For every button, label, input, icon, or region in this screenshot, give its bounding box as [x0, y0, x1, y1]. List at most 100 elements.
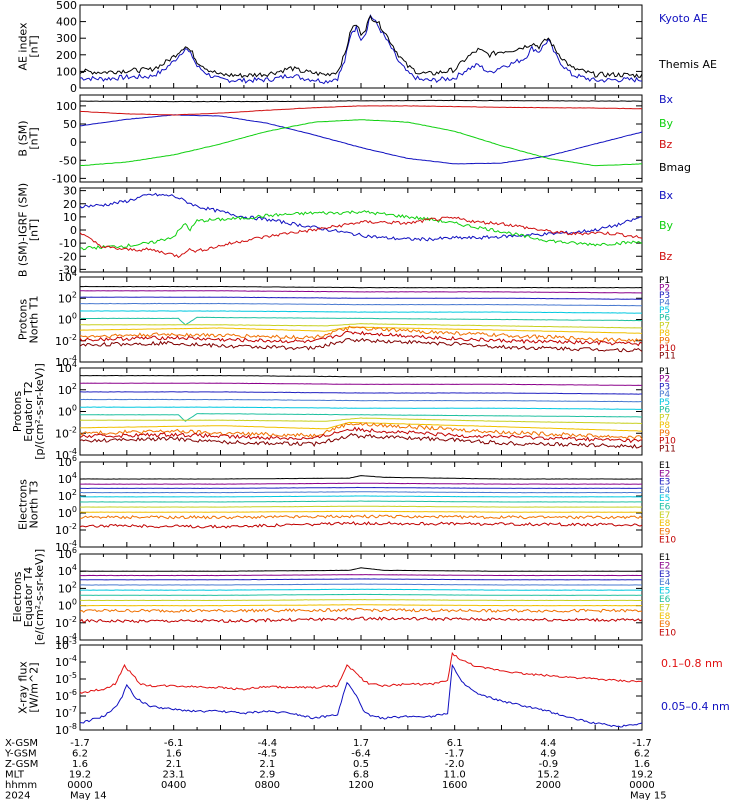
y-tick-label: -10: [59, 237, 77, 250]
series-line-p7: [79, 417, 643, 425]
y-tick-label: -20: [59, 250, 77, 263]
y-tick-label: 106: [58, 454, 77, 469]
series-line-p11: [79, 432, 643, 449]
legend-entry: E4: [659, 578, 671, 588]
legend-entry: P3: [659, 382, 670, 392]
series-line-bx: [79, 192, 643, 242]
series-line-e2: [80, 482, 642, 485]
y-axis-label: North T3: [28, 481, 41, 529]
y-tick-label: 104: [58, 360, 77, 375]
series-line-e5: [79, 588, 643, 591]
y-tick-label: 30: [63, 185, 77, 198]
legend-entry: E10: [659, 536, 676, 546]
ephemeris-value: 0000: [629, 780, 654, 791]
legend-entry: P8: [659, 329, 670, 339]
ephemeris-value: 4.4: [540, 738, 556, 749]
start-date-label: May 14: [70, 791, 107, 800]
panel-frame: [79, 461, 643, 548]
series-line-e4: [80, 491, 643, 494]
legend-entry: P6: [659, 314, 670, 324]
legend-entry: 0.05–0.4 nm: [661, 700, 730, 713]
ephemeris-value: 19.2: [69, 770, 91, 781]
panel-frame: [79, 644, 643, 731]
legend-entry: E7: [659, 511, 670, 521]
y-axis-label: Equator T4: [22, 567, 35, 627]
y-tick-label: 10-2: [55, 615, 77, 630]
legend-entry: Bx: [659, 189, 674, 202]
y-tick-label: 500: [56, 0, 77, 12]
y-tick-label: 300: [56, 32, 77, 45]
series-line-p3: [79, 296, 642, 300]
y-axis-label: [p/(cm²-s-sr-keV)]: [33, 363, 46, 460]
y-tick-label: -50: [59, 154, 77, 167]
y-tick-label: 10-4: [55, 447, 77, 462]
y-tick-label: 10: [63, 211, 77, 224]
legend-entry: E1: [659, 553, 670, 563]
series-line-p10: [79, 330, 643, 347]
legend-entry: E6: [659, 503, 671, 513]
series-line-p11: [79, 337, 643, 353]
series-line-e4: [79, 583, 642, 586]
legend-entry: Bz: [659, 138, 673, 151]
series-line-p10: [79, 426, 643, 444]
y-tick-label: 104: [58, 563, 77, 578]
series-line-p5: [79, 310, 642, 314]
y-tick-label: 100: [58, 598, 77, 613]
ephemeris-value: 1200: [348, 780, 373, 791]
legend-entry: E3: [659, 478, 670, 488]
series-line-bz: [79, 216, 643, 259]
legend-entry: P11: [659, 351, 676, 361]
series-line-p7: [79, 323, 643, 329]
series-line-by: [79, 119, 643, 167]
y-tick-label: 102: [58, 488, 77, 503]
y-axis-label: Electrons: [11, 571, 24, 622]
legend-entry: E6: [659, 595, 671, 605]
y-tick-label: 10-3: [55, 637, 77, 652]
legend-entry: 0.1–0.8 nm: [661, 657, 723, 670]
ephemeris-value: 1.6: [166, 749, 182, 760]
y-tick-label: 10-8: [55, 722, 77, 737]
y-tick-label: 104: [58, 269, 77, 284]
ephemeris-value: 6.1: [447, 738, 463, 749]
y-axis-label: [W/m^2]: [28, 662, 41, 712]
ephemeris-row-label: Z-GSM: [5, 759, 38, 770]
y-axis-label: X-ray flux: [17, 661, 30, 714]
series-line-e7: [80, 505, 643, 508]
ephemeris-value: -6.4: [351, 749, 371, 760]
series-line-kyoto-ae: [79, 14, 642, 85]
legend-entry: Kyoto AE: [659, 12, 708, 25]
series-line-0-1-0-8-nm: [79, 651, 643, 694]
series-line-e7: [80, 598, 643, 602]
legend-entry: E1: [659, 461, 670, 471]
ephemeris-value: -1.7: [445, 749, 465, 760]
ephemeris-value: 1600: [442, 780, 467, 791]
series-line-p8: [79, 421, 643, 432]
series-line-p6: [80, 316, 643, 326]
legend-entry: Themis AE: [658, 58, 717, 71]
legend-entry: P1: [659, 276, 670, 286]
legend-entry: P5: [659, 306, 670, 316]
legend-entry: P5: [659, 398, 670, 408]
ephemeris-value: 0800: [255, 780, 280, 791]
y-tick-label: 20: [63, 198, 77, 211]
ephemeris-value: -0.9: [539, 759, 559, 770]
y-tick-label: 10-2: [55, 333, 77, 348]
legend-entry: E7: [659, 603, 670, 613]
panel-frame: [79, 187, 643, 273]
series-line-p4: [79, 398, 642, 403]
series-line-p2: [80, 290, 643, 294]
ephemeris-value: -6.1: [164, 738, 184, 749]
ephemeris-value: 2.1: [166, 759, 182, 770]
ephemeris-value: 6.8: [353, 770, 369, 781]
y-tick-label: 50: [63, 118, 77, 131]
y-axis-label: [nT]: [28, 127, 41, 149]
series-line-themis-ae: [79, 14, 643, 79]
ephemeris-value: 2000: [536, 780, 561, 791]
series-line-e9: [79, 607, 643, 613]
legend-entry: P4: [659, 390, 670, 400]
y-axis-label: AE index: [17, 22, 30, 71]
y-tick-label: 10-5: [55, 671, 77, 686]
series-line-p2: [79, 382, 642, 386]
legend-entry: By: [659, 219, 674, 232]
y-tick-label: 10-2: [55, 425, 77, 440]
